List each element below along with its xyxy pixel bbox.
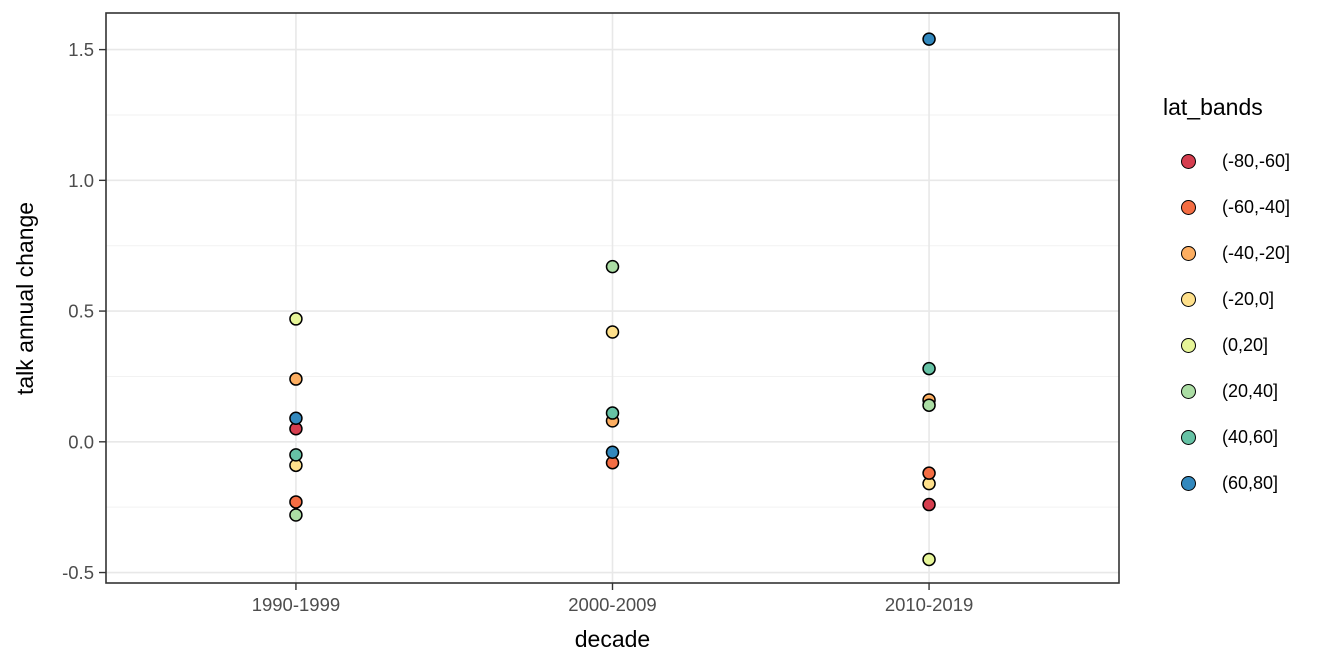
data-point [289,411,303,426]
data-point [922,32,936,46]
data-point [605,406,620,420]
legend-item: (0,20] [1163,322,1290,368]
data-point [605,445,620,460]
x-tick-label: 2010-2019 [885,594,973,615]
legend-key-circle [1181,475,1196,491]
legend-item: (60,80] [1163,460,1290,506]
data-point [289,508,303,522]
legend-key-circle [1181,291,1196,307]
legend-key-circle [1181,153,1196,169]
data-point [289,448,303,462]
data-point [922,466,936,480]
y-axis-title: talk annual change [12,201,38,395]
data-point [605,325,620,339]
y-tick-label: 0.5 [68,301,94,322]
y-tick-label: -0.5 [62,562,94,583]
legend-item: (-60,-40] [1163,184,1290,230]
legend-item: (-80,-60] [1163,138,1290,184]
y-tick-label: 1.5 [68,39,94,60]
legend-key-circle [1181,199,1196,215]
y-tick-label: 0.0 [68,431,94,452]
legend-item: (40,60] [1163,414,1290,460]
legend-label: (20,40] [1222,380,1279,401]
x-tick-label: 2000-2009 [568,594,656,615]
data-point [922,398,936,412]
legend-label: (-80,-60] [1222,150,1291,171]
legend-label: (-40,-20] [1222,242,1291,263]
data-point [922,497,936,512]
legend-key-circle [1181,337,1196,353]
legend-label: (0,20] [1222,334,1269,355]
x-tick-label: 1990-1999 [252,594,340,615]
legend-item: (20,40] [1163,368,1290,414]
legend-key-circle [1181,383,1196,399]
data-point [289,312,303,326]
legend-item: (-20,0] [1163,276,1290,322]
y-tick-label: 1.0 [68,170,94,191]
data-point [289,495,303,509]
legend: lat_bands (-80,-60] (-60,-40] (-40,-20] (-2… [1163,94,1290,506]
legend-label: (-20,0] [1222,288,1275,309]
legend-item: (-40,-20] [1163,230,1290,276]
legend-key-circle [1181,245,1196,261]
x-axis-title: decade [574,626,651,652]
legend-label: (60,80] [1222,472,1279,493]
legend-title: lat_bands [1163,94,1263,120]
data-point [922,552,936,567]
data-point [605,259,620,274]
legend-key-circle [1181,429,1196,445]
legend-label: (-60,-40] [1222,196,1291,217]
data-point [922,361,936,376]
legend-label: (40,60] [1222,426,1279,447]
data-point [289,372,303,386]
legend-items: (-80,-60] (-60,-40] (-40,-20] (-20,0] (0,20]… [1163,138,1290,506]
